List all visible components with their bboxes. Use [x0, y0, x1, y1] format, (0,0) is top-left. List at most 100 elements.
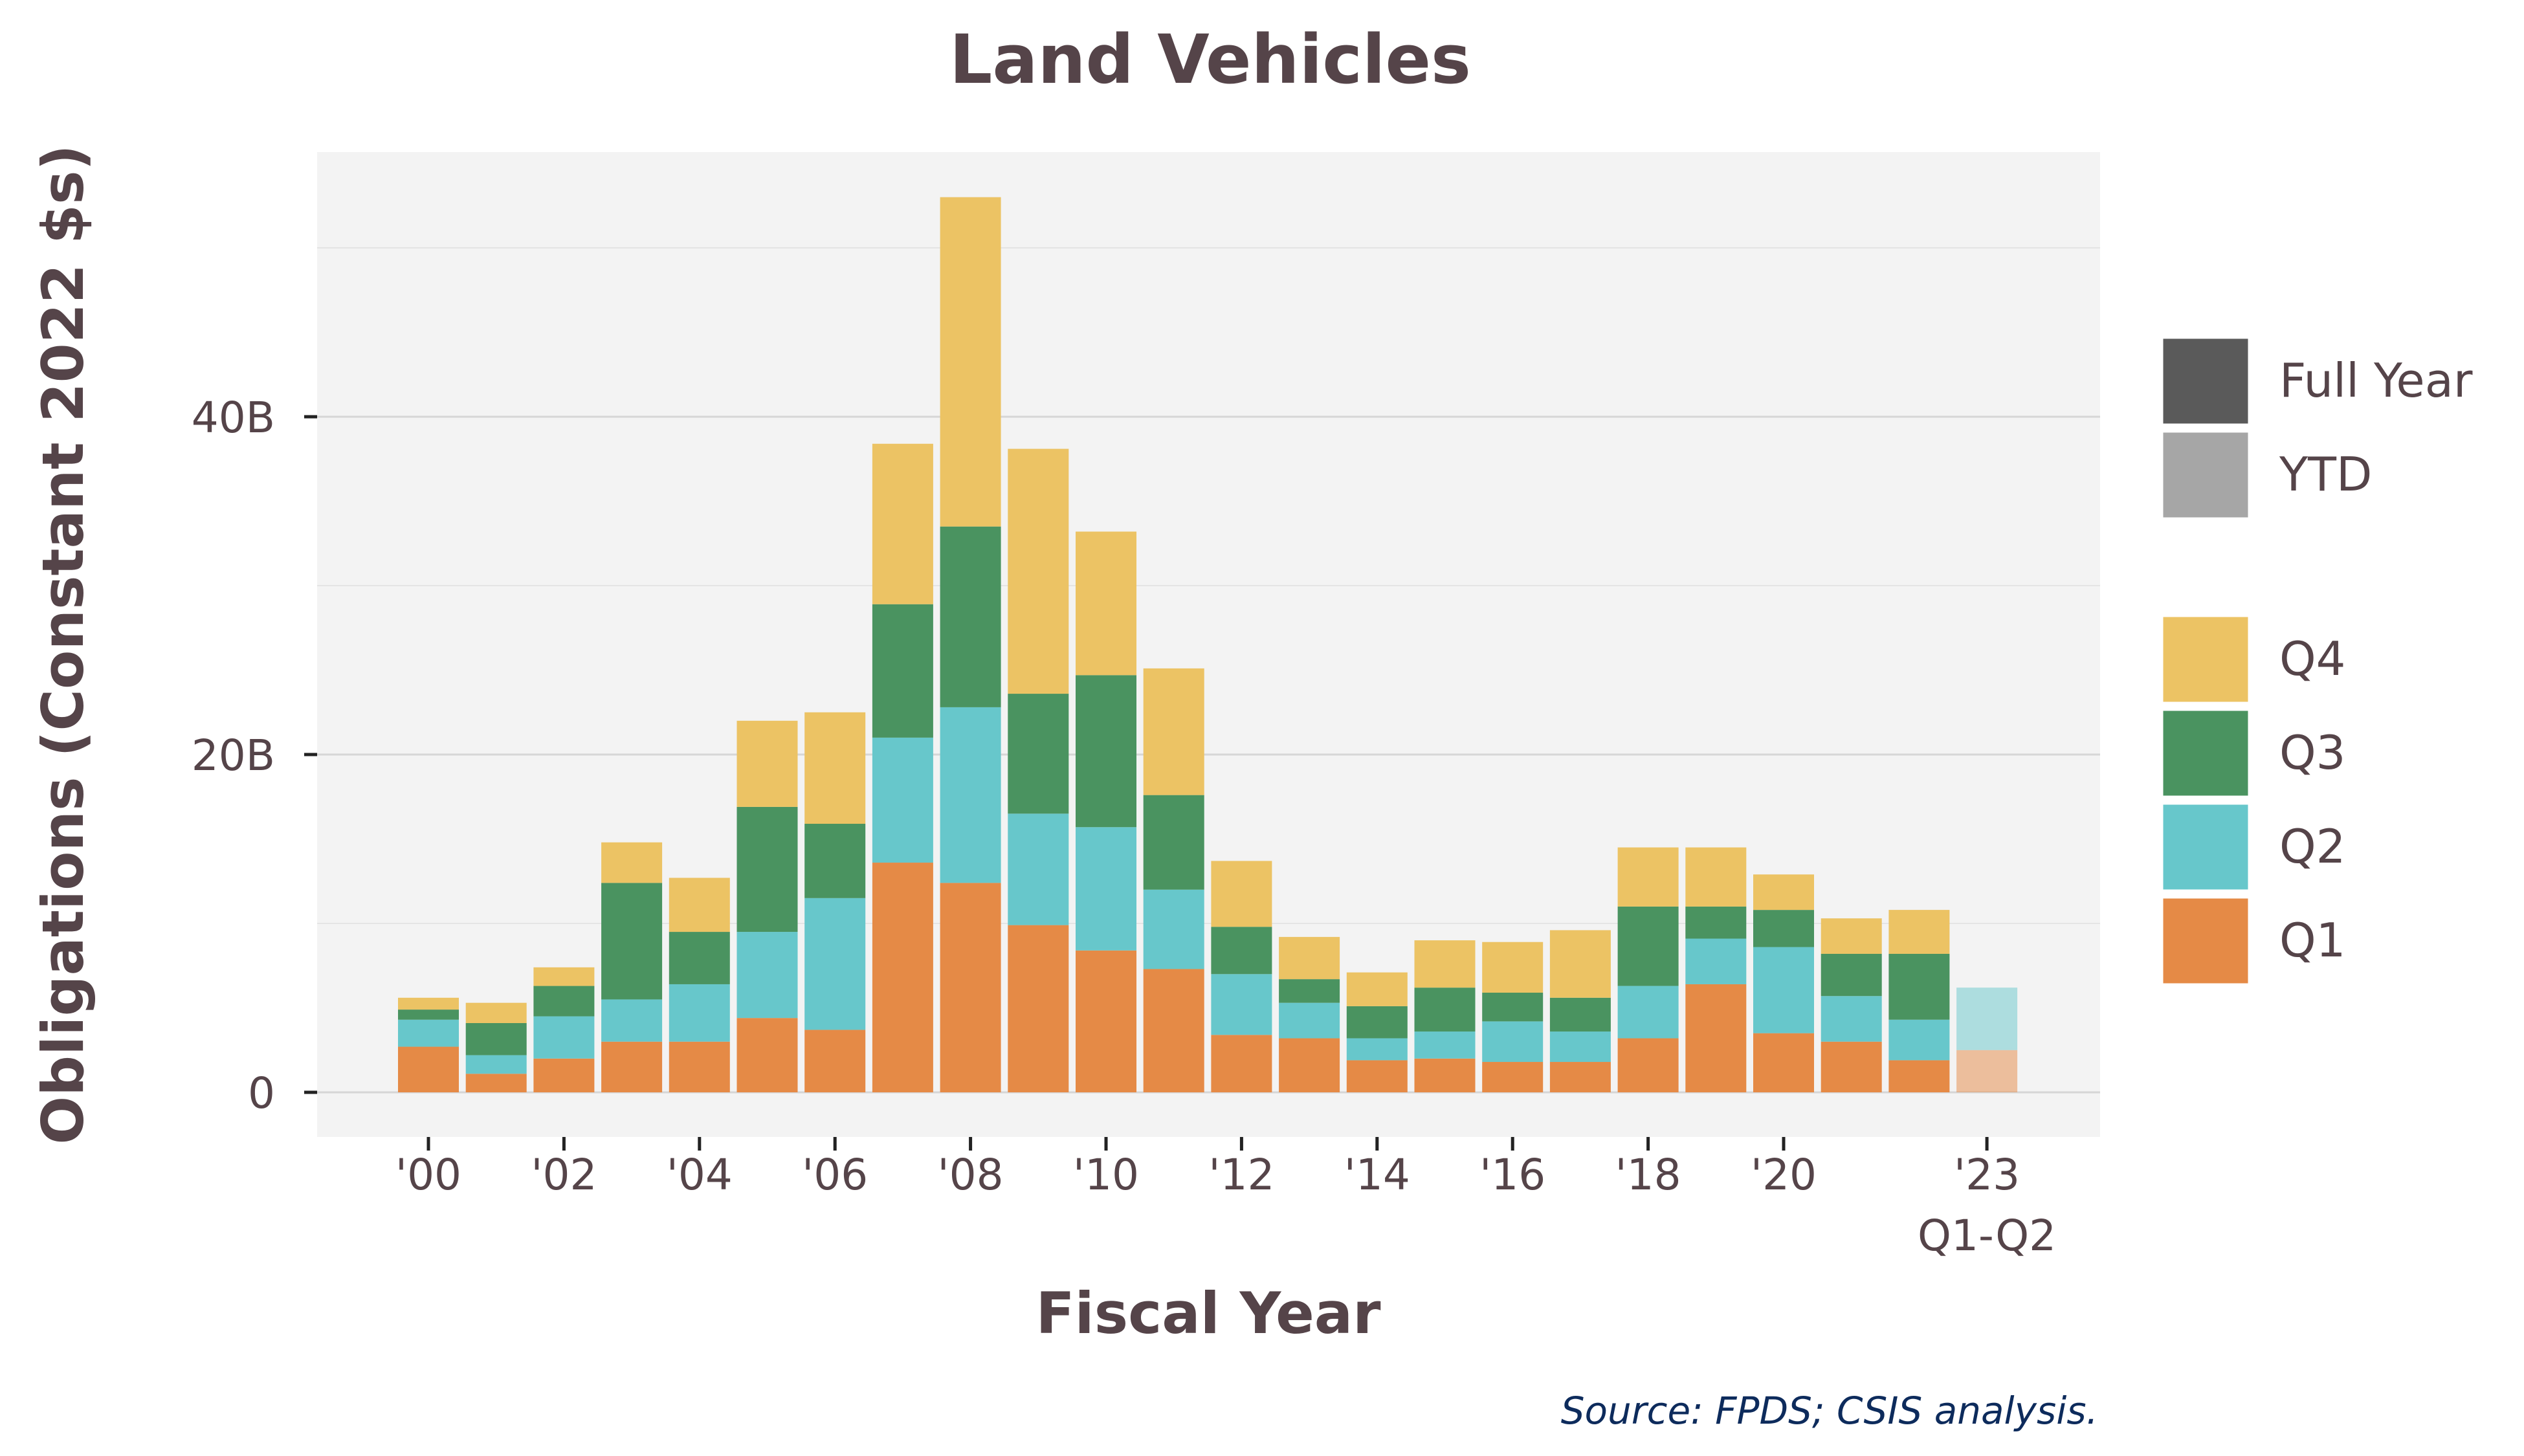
- x-tick-label: '04: [667, 1150, 733, 1200]
- legend-key-full-year: [2160, 335, 2252, 427]
- bar-segment-q2-2015: [1414, 1031, 1476, 1059]
- bar-segment-q1-2022: [1888, 1060, 1950, 1092]
- x-tick-label: '08: [938, 1150, 1004, 1200]
- bar-segment-q1-2007: [872, 863, 933, 1092]
- bar-segment-q4-2007: [872, 443, 933, 604]
- legend-key-q4: [2160, 613, 2252, 705]
- bar-segment-q3-2021: [1821, 953, 1882, 997]
- y-axis-label: Obligations (Constant 2022 $s): [30, 144, 96, 1144]
- bar-segment-q4-2020: [1753, 874, 1814, 910]
- bar-segment-q2-2013: [1279, 1002, 1340, 1039]
- bar-segment-q2-2007: [872, 737, 933, 863]
- bar-segment-q1-2003: [601, 1041, 663, 1092]
- y-tick-label: 20B: [192, 731, 275, 780]
- legend-label: YTD: [2279, 447, 2372, 502]
- bars: [398, 197, 2018, 1092]
- x-tick-sublabel: Q1-Q2: [1918, 1211, 2056, 1261]
- bar-segment-q4-2014: [1346, 972, 1408, 1006]
- bar-segment-q3-2011: [1143, 795, 1204, 890]
- bar-segment-q3-2010: [1076, 675, 1136, 828]
- bar-segment-q1-2008: [940, 883, 1001, 1092]
- bar-segment-q3-2001: [465, 1022, 527, 1055]
- bar-segment-q2-2005: [736, 932, 798, 1019]
- bar-segment-q4-2013: [1279, 936, 1340, 980]
- bar-segment-q2-2000: [398, 1019, 459, 1047]
- bar-segment-q2-2012: [1211, 974, 1272, 1035]
- bar-segment-q4-2021: [1821, 918, 1882, 954]
- bar-segment-q1-2019: [1685, 984, 1747, 1092]
- bar-segment-q4-2019: [1685, 847, 1747, 907]
- bar-segment-q4-2016: [1482, 942, 1544, 993]
- legend-key-q2: [2160, 801, 2252, 893]
- bar-segment-q1-2010: [1076, 950, 1136, 1092]
- x-tick-label: '14: [1344, 1150, 1410, 1200]
- bar-segment-q2-2011: [1143, 889, 1204, 969]
- y-tick-label: 40B: [192, 393, 275, 443]
- legend-label: Q2: [2279, 819, 2345, 874]
- bar-segment-q3-2019: [1685, 906, 1747, 939]
- bar-segment-q2-2010: [1076, 827, 1136, 951]
- bar-segment-q4-2000: [398, 997, 459, 1010]
- bar-segment-q1-2012: [1211, 1035, 1272, 1092]
- bar-segment-q4-2012: [1211, 861, 1272, 927]
- bar-segment-q1-2013: [1279, 1038, 1340, 1092]
- bar-segment-q3-2009: [1008, 694, 1069, 814]
- bar-segment-q4-2010: [1076, 531, 1136, 676]
- bar-segment-q3-2016: [1482, 993, 1544, 1022]
- bar-segment-q4-2008: [940, 197, 1001, 527]
- bar-segment-q4-2004: [669, 877, 730, 932]
- bar-segment-q4-2022: [1888, 910, 1950, 954]
- bar-segment-q2-2019: [1685, 938, 1747, 984]
- bar-segment-q2-2016: [1482, 1021, 1544, 1063]
- bar-segment-q3-2003: [601, 883, 663, 1000]
- bar-segment-q2-2001: [465, 1055, 527, 1074]
- bar-segment-q3-2012: [1211, 927, 1272, 975]
- x-tick-label: '02: [531, 1150, 597, 1200]
- bar-segment-q2-2023: [1956, 987, 2018, 1050]
- bar-segment-q1-2011: [1143, 969, 1204, 1092]
- y-tick-label: 0: [248, 1068, 275, 1118]
- bar-segment-q2-2014: [1346, 1038, 1408, 1061]
- bar-segment-q3-2008: [940, 526, 1001, 707]
- bar-segment-q1-2023: [1956, 1050, 2018, 1092]
- legend-key-q3: [2160, 707, 2252, 799]
- bar-segment-q4-2011: [1143, 668, 1204, 795]
- bar-segment-q4-2005: [736, 720, 798, 807]
- bar-segment-q3-2020: [1753, 910, 1814, 947]
- bar-segment-q3-2018: [1617, 906, 1679, 986]
- bar-segment-q4-2001: [465, 1002, 527, 1023]
- x-tick-label: '12: [1208, 1150, 1274, 1200]
- bar-segment-q3-2000: [398, 1009, 459, 1020]
- legend: Full Year YTD Q4 Q3 Q2 Q1: [2160, 335, 2473, 987]
- bar-segment-q4-2009: [1008, 448, 1069, 694]
- x-axis: '00 '02 '04 '06 '08 '10 '12 '14 '16 '18 '20 '23 Q1-Q…: [395, 1137, 2056, 1261]
- x-tick-label: '00: [395, 1150, 461, 1200]
- bar-segment-q3-2005: [736, 806, 798, 932]
- bar-segment-q1-2016: [1482, 1062, 1544, 1092]
- bar-segment-q3-2022: [1888, 953, 1950, 1020]
- bar-segment-q2-2006: [804, 898, 866, 1030]
- bar-segment-q4-2015: [1414, 940, 1476, 988]
- bar-segment-q3-2013: [1279, 979, 1340, 1003]
- bar-segment-q3-2017: [1549, 997, 1611, 1032]
- legend-key-q1: [2160, 895, 2252, 987]
- bar-segment-q4-2002: [533, 967, 595, 986]
- bar-segment-q1-2006: [804, 1030, 866, 1092]
- bar-segment-q2-2018: [1617, 986, 1679, 1039]
- x-tick-label: '16: [1479, 1150, 1545, 1200]
- legend-key-ytd: [2160, 429, 2252, 521]
- bar-segment-q1-2009: [1008, 925, 1069, 1092]
- bar-segment-q4-2018: [1617, 847, 1679, 907]
- bar-segment-q3-2014: [1346, 1006, 1408, 1039]
- bar-segment-q2-2022: [1888, 1019, 1950, 1061]
- bar-segment-q1-2004: [669, 1041, 730, 1092]
- bar-segment-q1-2001: [465, 1074, 527, 1092]
- bar-segment-q4-2006: [804, 712, 866, 824]
- x-tick-label: '18: [1615, 1150, 1681, 1200]
- bar-segment-q2-2003: [601, 999, 663, 1042]
- chart-title: Land Vehicles: [949, 20, 1471, 99]
- bar-segment-q2-2009: [1008, 813, 1069, 925]
- bar-segment-q1-2020: [1753, 1033, 1814, 1092]
- bar-segment-q3-2015: [1414, 987, 1476, 1032]
